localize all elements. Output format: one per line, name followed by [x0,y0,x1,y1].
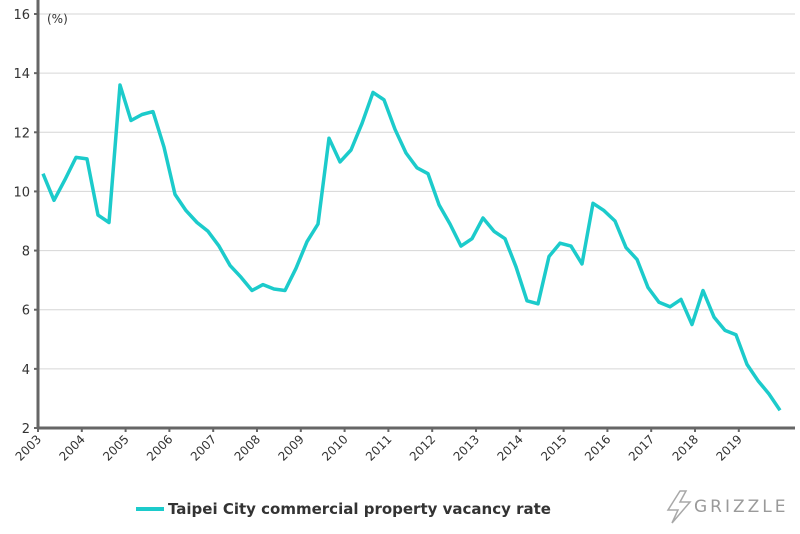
legend: Taipei City commercial property vacancy … [136,500,551,518]
y-axis-unit-label: (%) [47,12,68,26]
x-tick-label: 2017 [626,432,657,463]
grizzle-logo-text: GRIZZLE [694,497,789,517]
x-tick-label: 2006 [144,432,175,463]
y-tick-label: 14 [13,67,30,82]
grizzle-logo-icon [666,490,692,524]
x-tick-label: 2014 [494,432,525,463]
y-tick-label: 6 [22,304,30,319]
x-tick-label: 2009 [275,432,306,463]
x-tick-label: 2007 [188,432,219,463]
y-tick-label: 16 [13,8,30,23]
x-tick-label: 2003 [13,432,44,463]
x-tick-label: 2013 [451,432,482,463]
series-line-0 [41,83,782,412]
x-tick-label: 2019 [713,432,744,463]
line-chart: 2 4 6 8 10 12 14 16 2003 2004 2005 2006 2007 2008 200… [13,0,795,464]
y-tick-label: 10 [13,185,30,200]
y-tick-label: 4 [22,363,30,378]
x-tick-label: 2004 [56,432,87,463]
x-tick-label: 2010 [319,432,350,463]
x-tick-label: 2008 [232,432,263,463]
x-tick-label: 2016 [582,432,613,463]
x-tick-label: 2015 [538,432,569,463]
x-tick-label: 2011 [363,432,394,463]
legend-label: Taipei City commercial property vacancy … [168,500,551,518]
x-tick-label: 2012 [407,432,438,463]
y-tick-label: 2 [22,422,30,437]
grizzle-logo: GRIZZLE [666,490,789,524]
x-tick-label: 2018 [670,432,701,463]
x-tick-label: 2005 [100,432,131,463]
y-tick-label: 8 [22,245,30,260]
legend-swatch [136,507,164,511]
y-tick-label: 12 [13,126,30,141]
